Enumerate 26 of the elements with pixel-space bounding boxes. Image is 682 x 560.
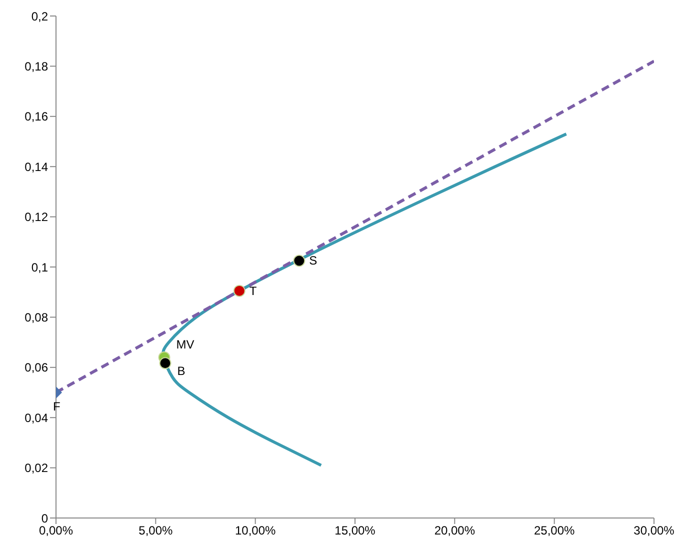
y-tick-label: 0 bbox=[41, 511, 48, 526]
y-tick-label: 0,14 bbox=[24, 160, 48, 174]
series-label: F bbox=[53, 400, 60, 414]
x-tick-label: 30,00% bbox=[634, 524, 675, 538]
y-tick-label: 0,16 bbox=[24, 110, 48, 124]
y-tick-label: 0,06 bbox=[24, 360, 48, 375]
x-tick-label: 10,00% bbox=[234, 524, 276, 538]
y-tick-label: 0,18 bbox=[24, 59, 48, 74]
point bbox=[293, 254, 306, 267]
point bbox=[233, 284, 246, 297]
point bbox=[159, 357, 172, 370]
y-tick-label: 0,2 bbox=[31, 9, 48, 24]
x-tick-label: 20,00% bbox=[434, 524, 476, 538]
y-tick-label: 0,04 bbox=[24, 410, 48, 425]
series-label: T bbox=[249, 284, 258, 298]
x-tick-label: 15,00% bbox=[334, 524, 376, 538]
y-tick-label: 0,12 bbox=[24, 210, 48, 224]
series-label: B bbox=[177, 364, 186, 378]
y-tick-label: 0,08 bbox=[24, 310, 48, 324]
x-tick-label: 0,00% bbox=[38, 524, 74, 538]
y-tick-label: 0,1 bbox=[31, 260, 48, 274]
series-label: MV bbox=[176, 337, 194, 352]
series-label: S bbox=[309, 254, 318, 268]
x-tick-label: 25,00% bbox=[534, 524, 576, 538]
y-tick-label: 0,02 bbox=[24, 461, 48, 476]
x-tick-label: 5,00% bbox=[138, 524, 174, 538]
